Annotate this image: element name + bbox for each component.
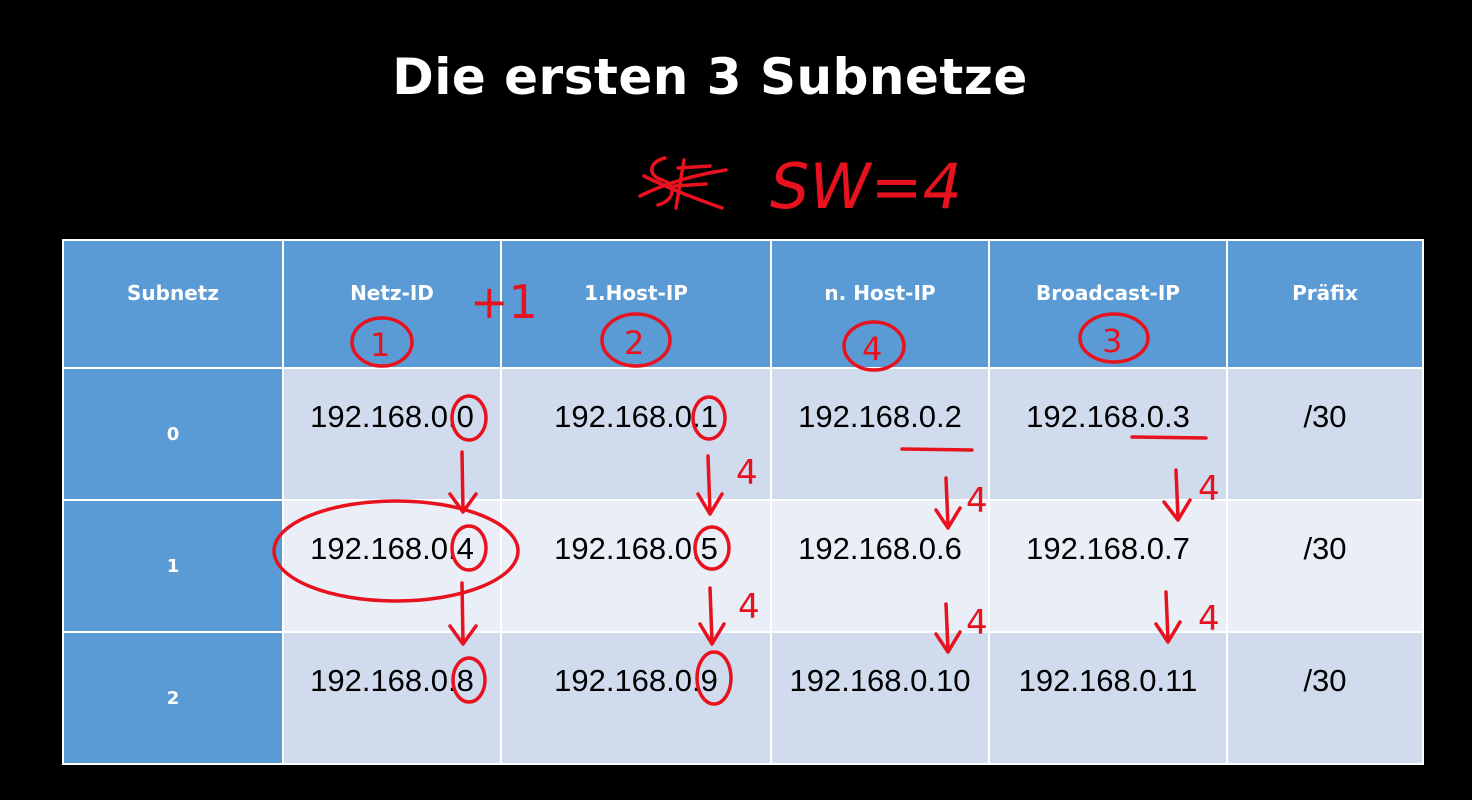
table-row: 2 192.168.0.8 192.168.0.9 192.168.0.10 1… xyxy=(62,631,1424,765)
last-host-cell: 192.168.0.6 xyxy=(770,499,990,633)
praefix-cell: /30 xyxy=(1226,499,1424,633)
netz-id-cell: 192.168.0.8 xyxy=(282,631,502,765)
broadcast-cell: 192.168.0.11 xyxy=(988,631,1228,765)
first-host-cell: 192.168.0.5 xyxy=(500,499,772,633)
header-first-host: 1.Host-IP xyxy=(500,239,772,369)
last-host-cell: 192.168.0.2 xyxy=(770,367,990,501)
table-row: 0 192.168.0.0 192.168.0.1 192.168.0.2 19… xyxy=(62,367,1424,501)
praefix-cell: /30 xyxy=(1226,631,1424,765)
last-host-cell: 192.168.0.10 xyxy=(770,631,990,765)
subnet-number: 2 xyxy=(62,631,284,765)
praefix-cell: /30 xyxy=(1226,367,1424,501)
header-netz-id: Netz-ID xyxy=(282,239,502,369)
subnet-number: 1 xyxy=(62,499,284,633)
broadcast-cell: 192.168.0.3 xyxy=(988,367,1228,501)
header-last-host: n. Host-IP xyxy=(770,239,990,369)
broadcast-cell: 192.168.0.7 xyxy=(988,499,1228,633)
netz-id-cell: 192.168.0.0 xyxy=(282,367,502,501)
netz-id-cell: 192.168.0.4 xyxy=(282,499,502,633)
first-host-cell: 192.168.0.9 xyxy=(500,631,772,765)
formula-annotation: SW=4 xyxy=(770,150,962,223)
subnet-table: Subnetz Netz-ID 1.Host-IP n. Host-IP Bro… xyxy=(62,239,1424,765)
slide-title: Die ersten 3 Subnetze xyxy=(392,48,1028,106)
scribbled-mark xyxy=(638,156,728,210)
subnet-number: 0 xyxy=(62,367,284,501)
header-subnetz: Subnetz xyxy=(62,239,284,369)
table-row: 1 192.168.0.4 192.168.0.5 192.168.0.6 19… xyxy=(62,499,1424,633)
header-broadcast: Broadcast-IP xyxy=(988,239,1228,369)
first-host-cell: 192.168.0.1 xyxy=(500,367,772,501)
table-header-row: Subnetz Netz-ID 1.Host-IP n. Host-IP Bro… xyxy=(62,239,1424,369)
header-praefix: Präfix xyxy=(1226,239,1424,369)
